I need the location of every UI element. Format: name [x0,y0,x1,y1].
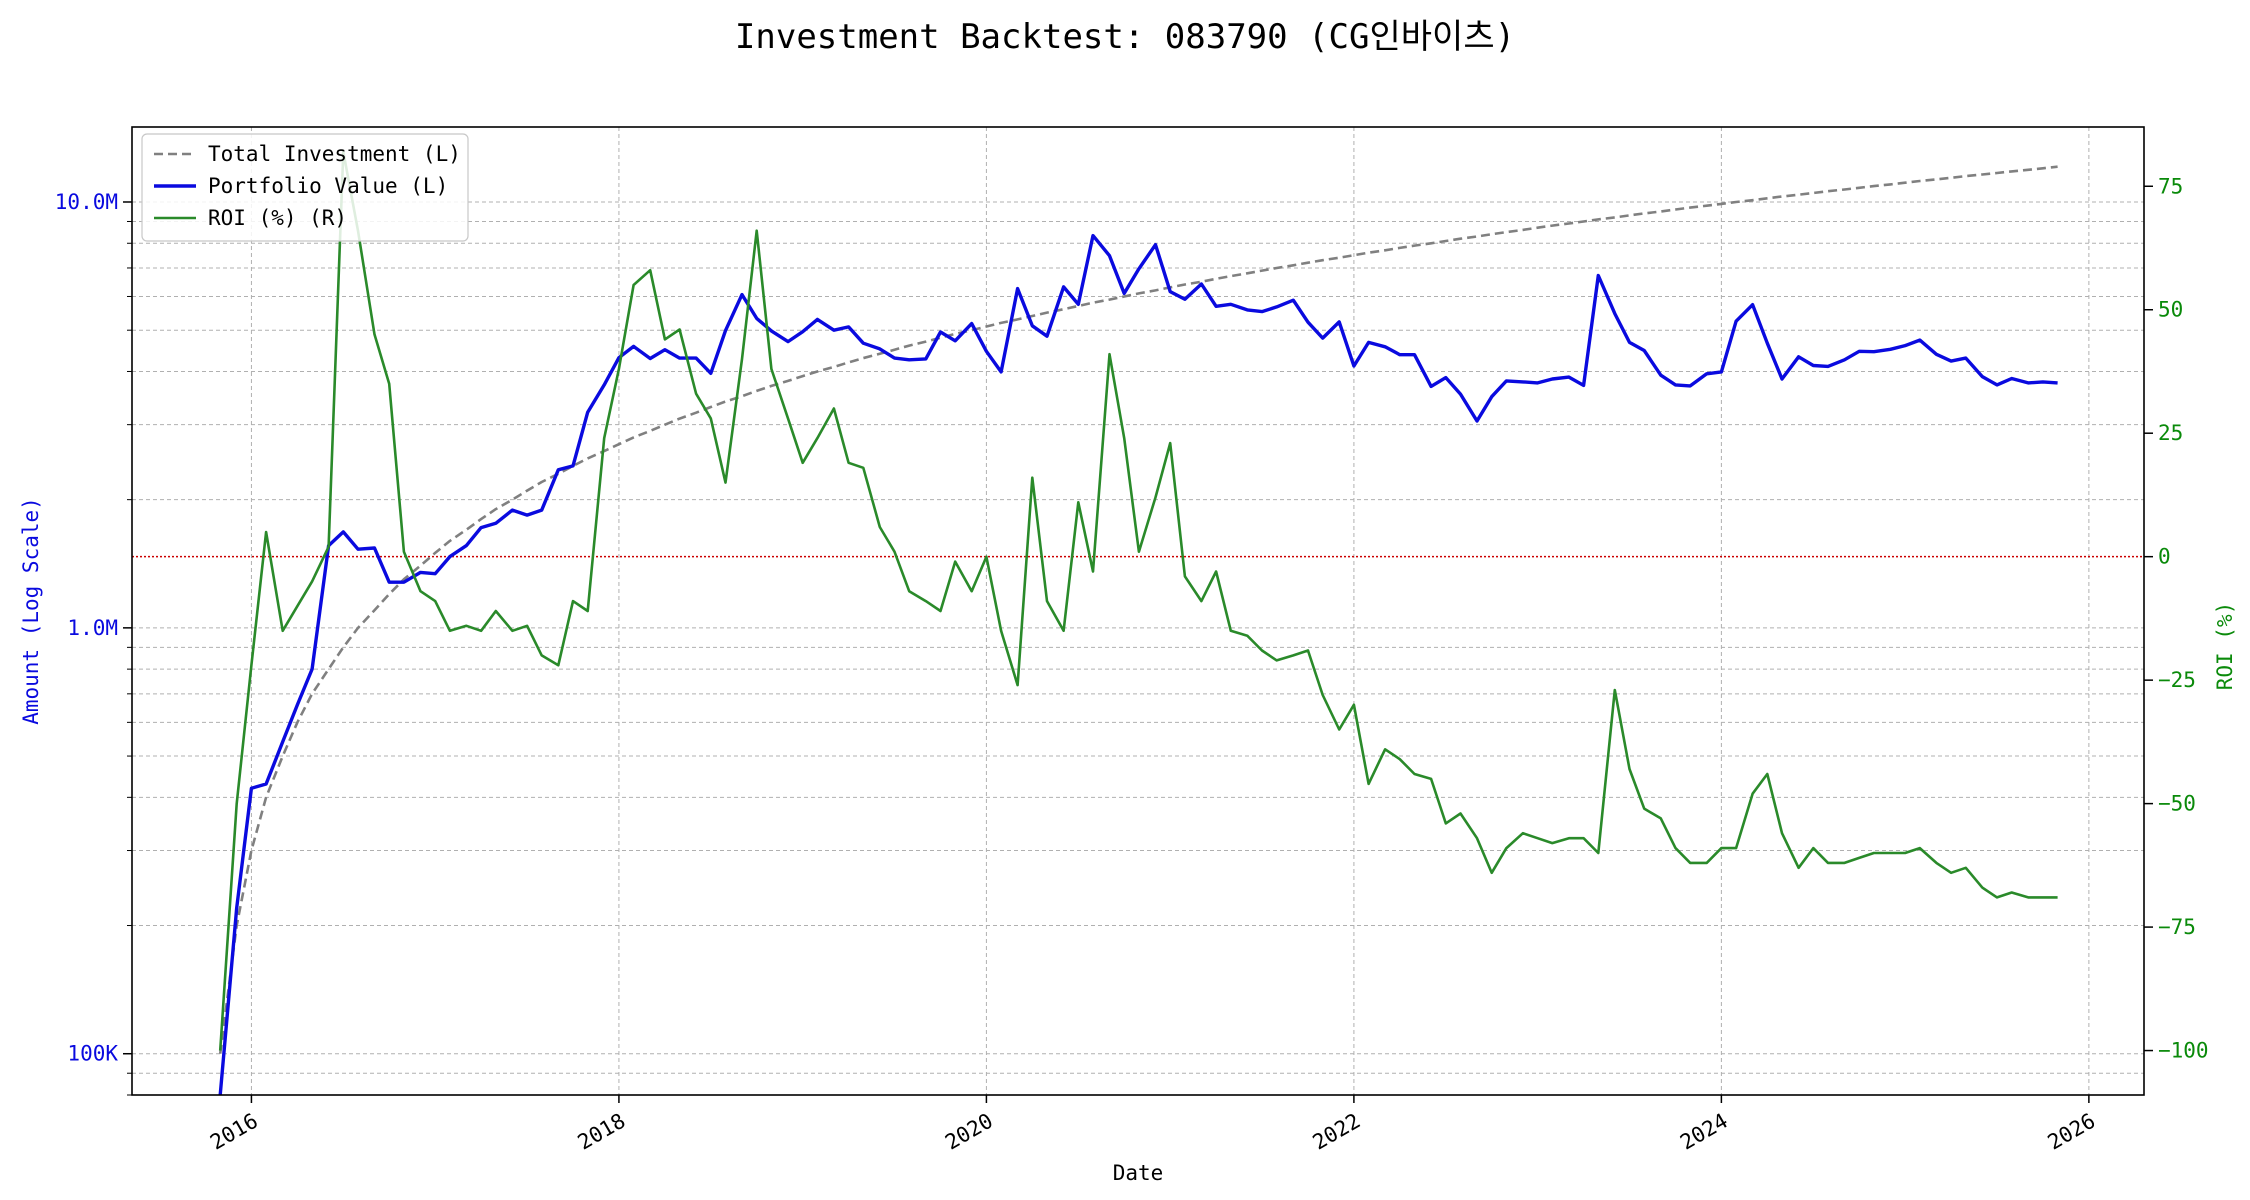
right-tick-label: 75 [2158,174,2183,198]
legend-label: Total Investment (L) [208,142,461,166]
plot-frame [131,126,2145,1096]
legend-box [141,133,469,242]
x-tick-label: 2022 [1309,1109,1365,1155]
chart-title: Investment Backtest: 083790 (CG인바이츠) [735,17,1515,57]
x-tick-label: 2016 [206,1109,262,1155]
legend-label: ROI (%) (R) [208,206,347,230]
right-y-axis-label: ROI (%) [2213,602,2237,691]
x-axis-label: Date [1113,1161,1164,1185]
right-tick-label: −100 [2158,1039,2209,1063]
left-tick-label: 100K [67,1042,118,1066]
left-y-axis-label: Amount (Log Scale) [19,497,43,725]
portfolio-value-line [218,233,2058,1096]
legend-label: Portfolio Value (L) [208,174,448,198]
right-tick-label: −25 [2158,668,2196,692]
left-y-axis: 100K 1.0M 10.0M [55,190,132,1096]
x-axis: 2016 2018 2020 2022 2024 2026 [206,1095,2099,1155]
right-tick-label: −75 [2158,915,2196,939]
roi-line [218,150,2058,1051]
x-tick-label: 2024 [1676,1109,1732,1155]
x-tick-label: 2020 [941,1109,997,1155]
left-tick-label: 1.0M [67,616,118,640]
right-tick-label: −50 [2158,792,2196,816]
x-tick-label: 2026 [2044,1109,2100,1155]
total-investment-line [218,165,2058,1054]
left-tick-label: 10.0M [55,190,118,214]
right-tick-label: 25 [2158,421,2183,445]
x-tick-label: 2018 [574,1109,630,1155]
right-y-axis: 75 50 25 0 −25 −50 −75 −100 [2144,174,2209,1063]
right-tick-label: 0 [2158,545,2171,569]
series-lines [218,150,2058,1096]
right-tick-label: 50 [2158,298,2183,322]
legend: Total Investment (L) Portfolio Value (L) R… [141,133,469,242]
